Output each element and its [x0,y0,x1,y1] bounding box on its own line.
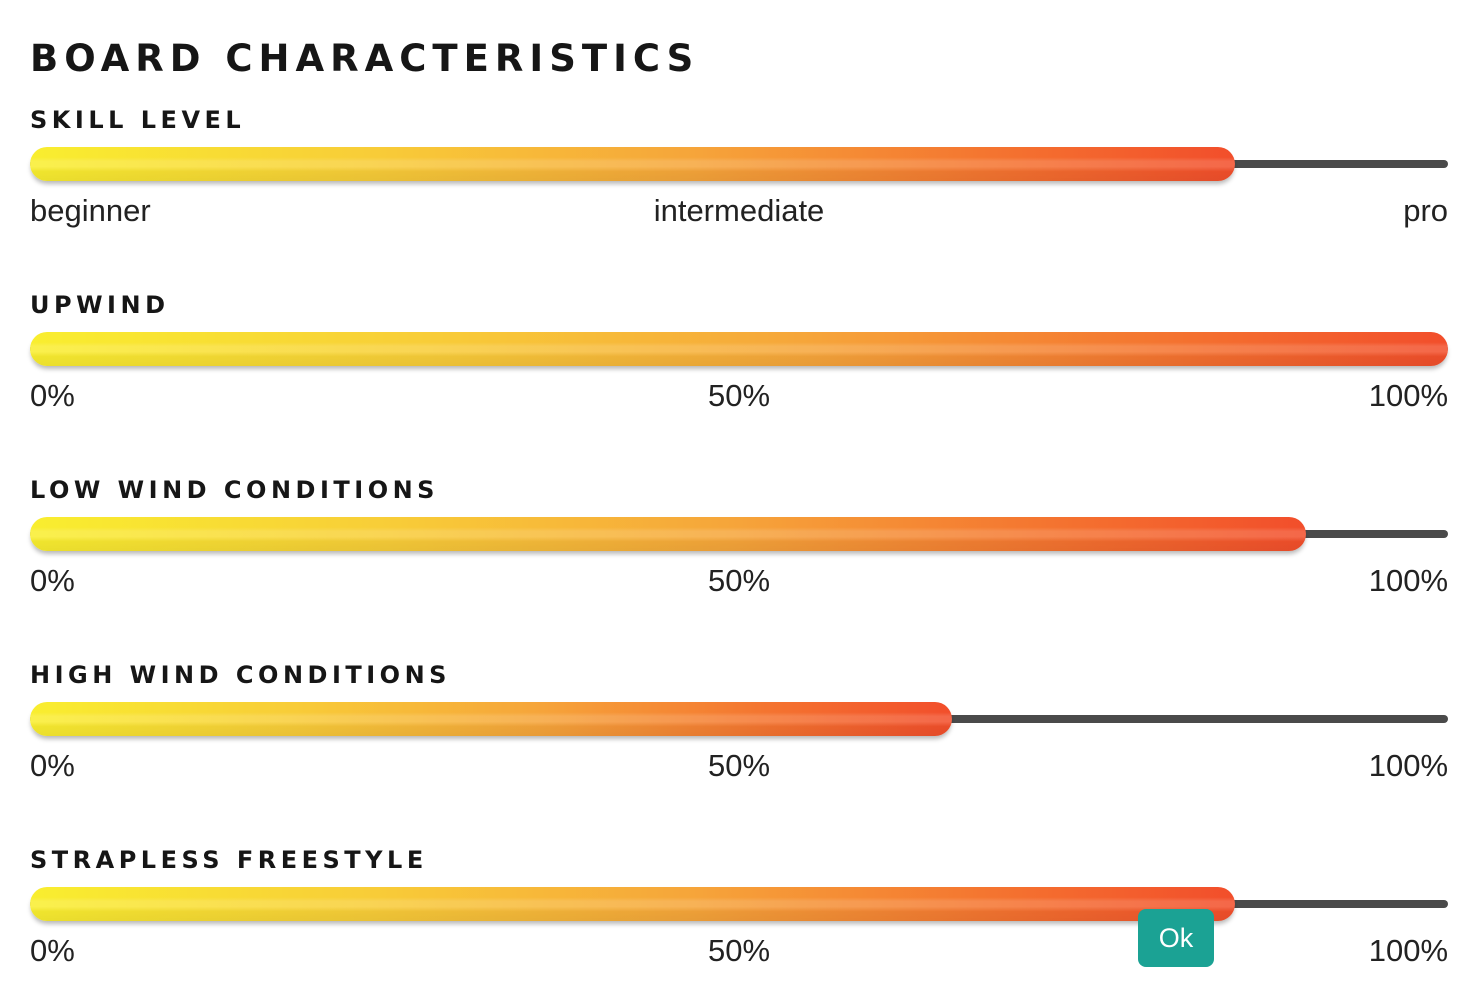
label-0-percent: 0% [30,563,75,598]
section-upwind: UPWIND 0% 50% 100% [30,291,1448,416]
strapless-freestyle-gauge [30,887,1448,921]
label-100-percent: 100% [1368,748,1449,783]
section-heading-low-wind: LOW WIND CONDITIONS [30,476,439,504]
label-100-percent: 100% [1368,933,1449,968]
gauge-fill [30,147,1236,181]
strapless-freestyle-labels: 0% 50% 100% [30,931,1448,971]
section-skill-level: SKILL LEVEL beginner intermediate pro [30,106,1448,231]
gauge-fill [30,887,1236,921]
label-100-percent: 100% [1368,378,1449,413]
high-wind-gauge [30,702,1448,736]
upwind-gauge [30,332,1448,366]
high-wind-labels: 0% 50% 100% [30,746,1448,786]
section-high-wind-conditions: HIGH WIND CONDITIONS 0% 50% 100% [30,661,1448,786]
ok-button[interactable]: Ok [1138,909,1214,967]
label-intermediate: intermediate [653,193,825,228]
label-100-percent: 100% [1368,563,1449,598]
section-low-wind-conditions: LOW WIND CONDITIONS 0% 50% 100% [30,476,1448,601]
low-wind-gauge [30,517,1448,551]
section-strapless-freestyle: STRAPLESS FREESTYLE 0% 50% 100% [30,846,1448,971]
section-heading-strapless-freestyle: STRAPLESS FREESTYLE [30,846,428,874]
label-0-percent: 0% [30,748,75,783]
upwind-labels: 0% 50% 100% [30,376,1448,416]
label-0-percent: 0% [30,378,75,413]
label-50-percent: 50% [707,378,771,413]
label-50-percent: 50% [707,933,771,968]
skill-level-gauge [30,147,1448,181]
low-wind-labels: 0% 50% 100% [30,561,1448,601]
gauge-fill [30,332,1448,366]
label-50-percent: 50% [707,563,771,598]
section-heading-skill-level: SKILL LEVEL [30,106,246,134]
label-50-percent: 50% [707,748,771,783]
page-title: BOARD CHARACTERISTICS [30,37,700,80]
section-heading-high-wind: HIGH WIND CONDITIONS [30,661,451,689]
skill-level-labels: beginner intermediate pro [30,191,1448,231]
section-heading-upwind: UPWIND [30,291,170,319]
board-characteristics-panel: BOARD CHARACTERISTICS SKILL LEVEL beginn… [30,37,1448,971]
gauge-fill [30,702,952,736]
label-pro: pro [1403,193,1449,228]
label-beginner: beginner [30,193,151,228]
label-0-percent: 0% [30,933,75,968]
gauge-fill [30,517,1307,551]
